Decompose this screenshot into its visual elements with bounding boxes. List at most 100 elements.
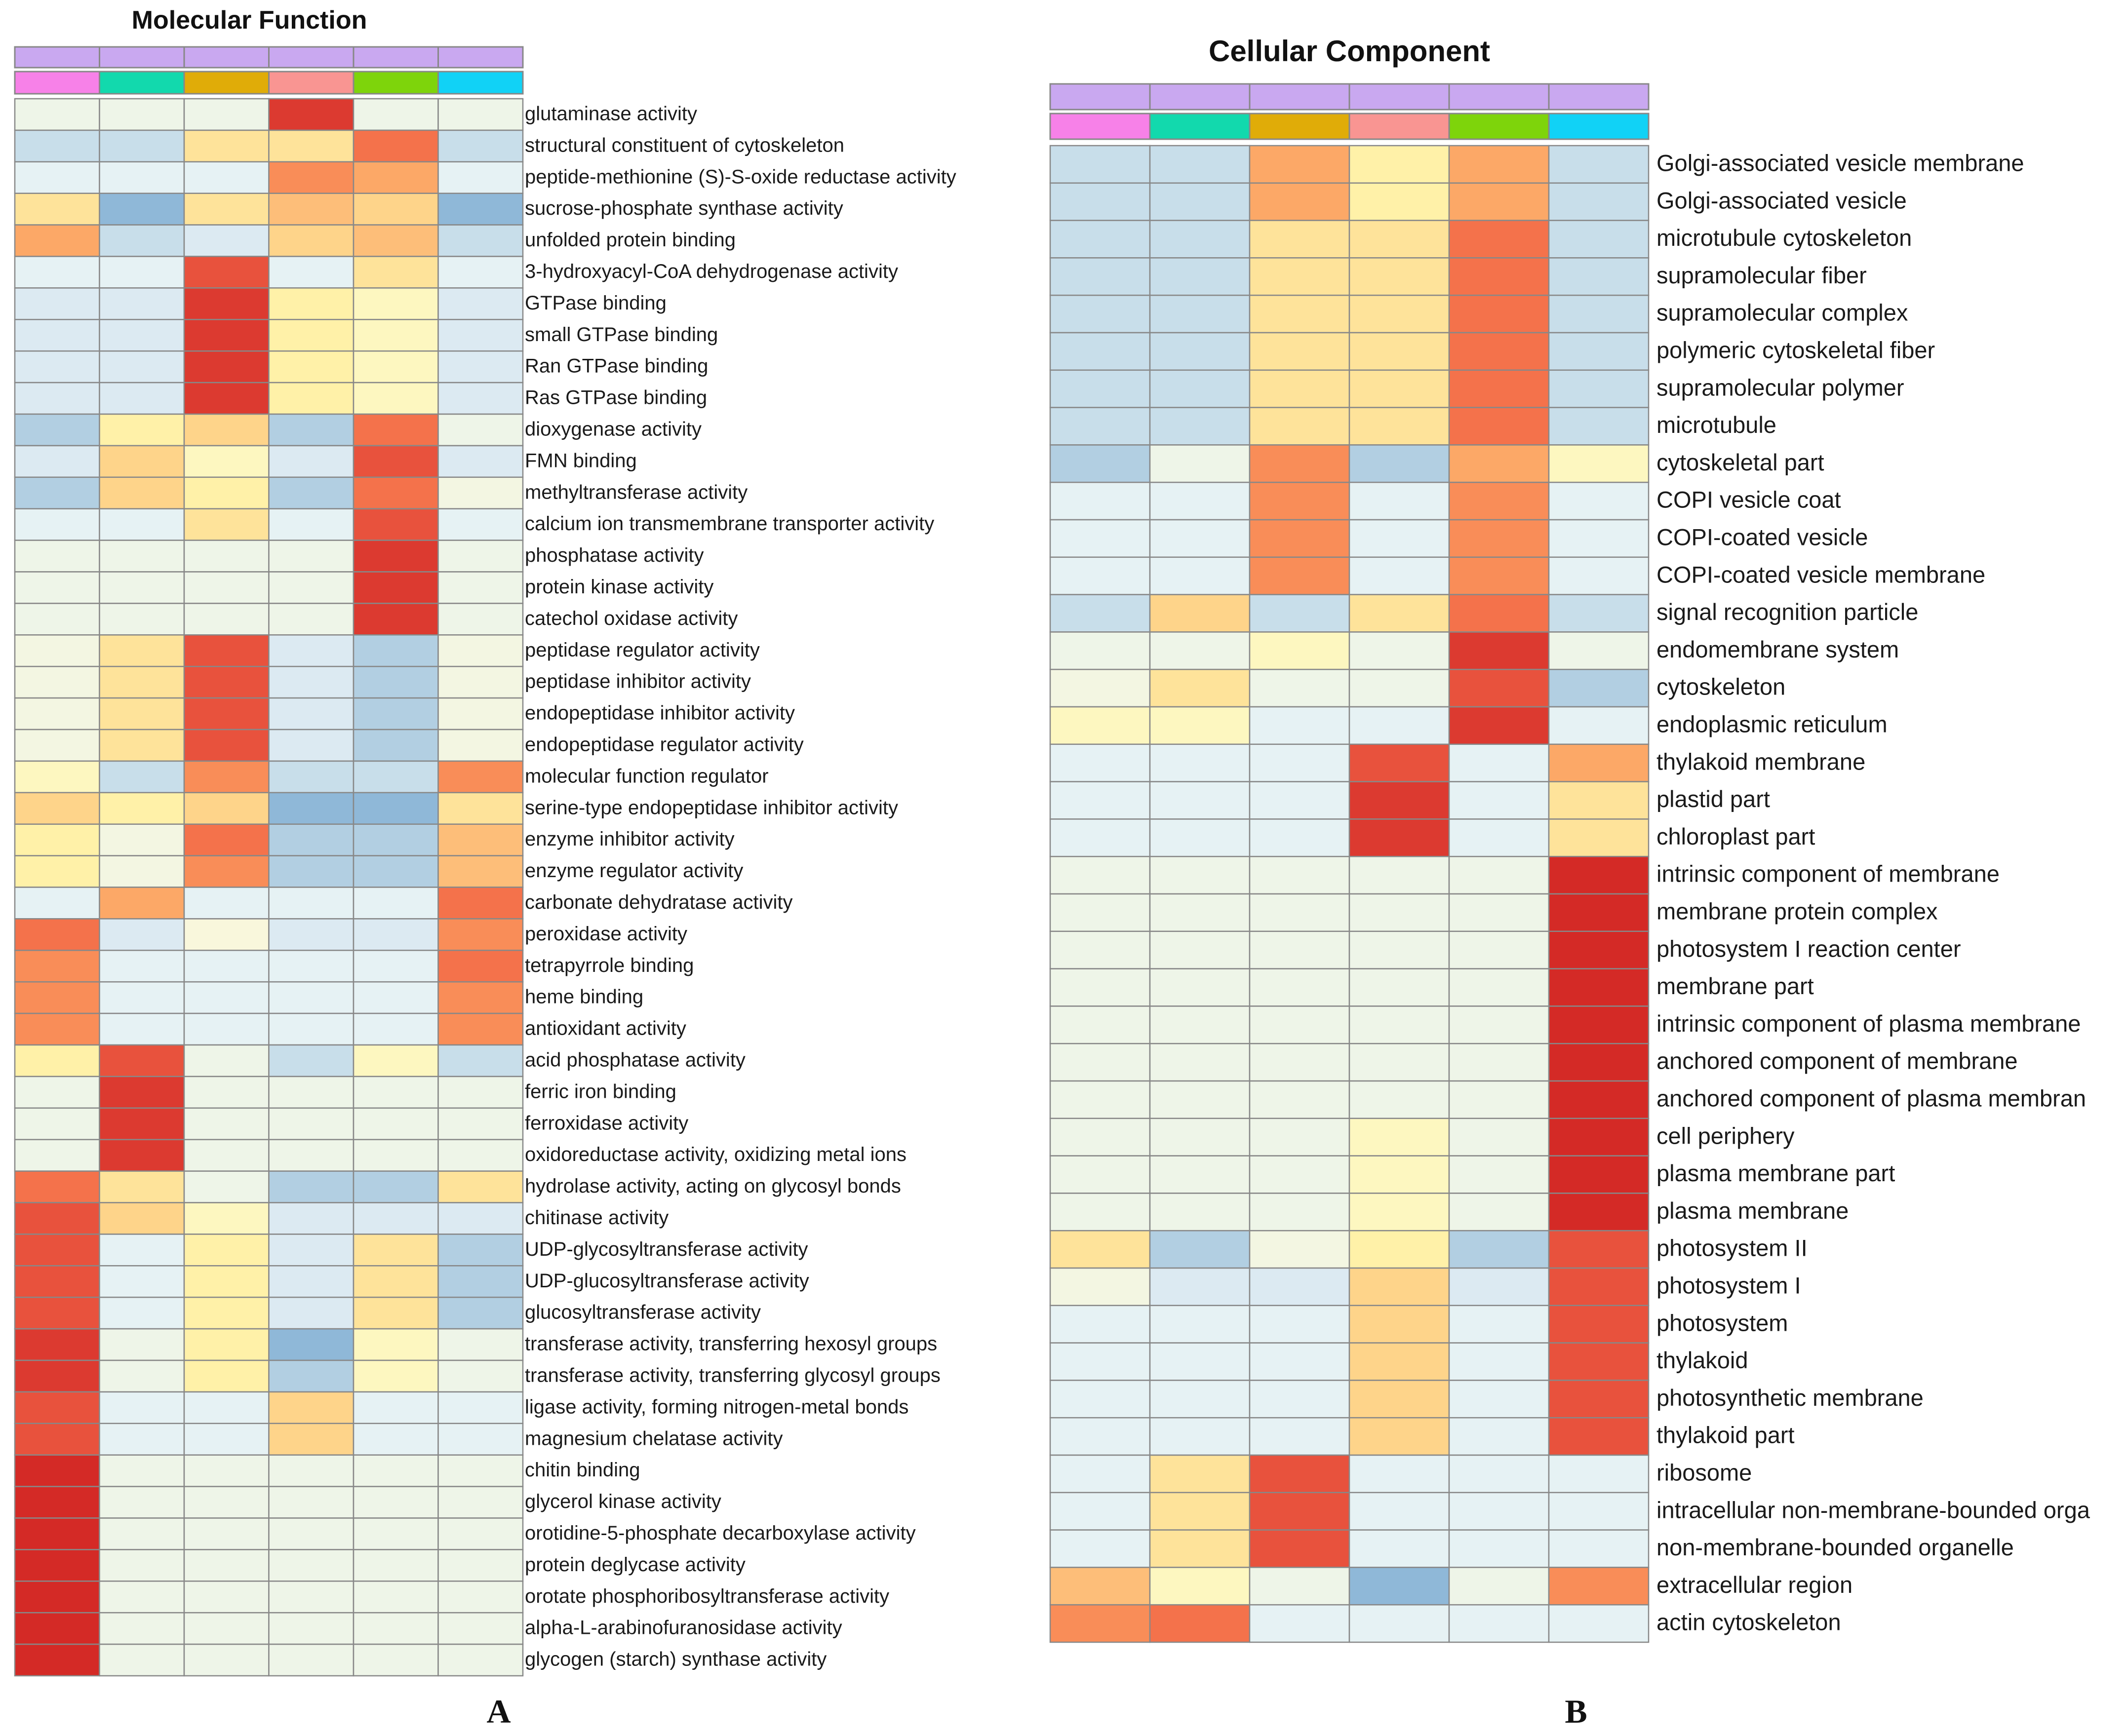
- heatmap-cell: [1348, 930, 1450, 969]
- row-label: chitin binding: [525, 1459, 640, 1481]
- heatmap-cell: [437, 1549, 524, 1582]
- heatmap-cell: [183, 1044, 270, 1078]
- row-label: carbonate dehydratase activity: [525, 891, 793, 913]
- heatmap-cell: [1448, 145, 1550, 184]
- heatmap-cell: [183, 1107, 270, 1140]
- heatmap-cell: [1149, 1417, 1251, 1456]
- heatmap-cell: [1149, 1529, 1251, 1568]
- heatmap-cell: [183, 224, 270, 257]
- group-bar-2: [99, 46, 185, 69]
- heatmap-cell: [99, 760, 185, 794]
- heatmap-cell: [353, 823, 439, 856]
- heatmap-cell: [353, 760, 439, 794]
- row-label: peroxidase activity: [525, 923, 687, 945]
- row-label: cell periphery: [1656, 1122, 1795, 1149]
- heatmap-cell: [99, 1234, 185, 1267]
- heatmap-cell: [1448, 257, 1550, 296]
- heatmap-cell: [183, 445, 270, 478]
- heatmap-cell: [268, 1643, 355, 1677]
- heatmap-cell: [14, 1139, 100, 1172]
- heatmap-cell: [1348, 1080, 1450, 1119]
- heatmap-cell: [99, 224, 185, 257]
- heatmap-cell: [1448, 1080, 1550, 1119]
- heatmap-cell: [353, 1643, 439, 1677]
- row-label: polymeric cytoskeletal fiber: [1656, 337, 1935, 363]
- heatmap-cell: [1448, 332, 1550, 371]
- panel-b-cellular-component: Cellular Component Golgi-associated vesi…: [1049, 35, 2090, 1730]
- heatmap-cell: [353, 445, 439, 478]
- row-label: 3-hydroxyacyl-CoA dehydrogenase activity: [525, 261, 898, 282]
- heatmap-cell: [353, 287, 439, 320]
- heatmap-cell: [437, 193, 524, 226]
- heatmap-cell: [1049, 182, 1151, 221]
- heatmap-cell: [353, 413, 439, 447]
- heatmap-cell: [99, 1107, 185, 1140]
- heatmap-cell: [1249, 743, 1350, 782]
- row-label: peptide-methionine (S)-S-oxide reductase…: [525, 166, 956, 188]
- heatmap-cell: [1548, 1267, 1650, 1307]
- heatmap-cell: [1448, 631, 1550, 670]
- heatmap-cell: [183, 476, 270, 509]
- heatmap-cell: [99, 603, 185, 636]
- heatmap-cell: [1149, 1155, 1251, 1194]
- heatmap-cell: [268, 1296, 355, 1330]
- row-label: dioxygenase activity: [525, 418, 702, 440]
- heatmap-cell: [1149, 1005, 1251, 1044]
- heatmap-cell: [437, 1012, 524, 1046]
- panel-b-heatmap-cells: [1049, 145, 1650, 1643]
- row-label: photosystem II: [1656, 1235, 1808, 1261]
- heatmap-cell: [183, 792, 270, 825]
- heatmap-cell: [14, 382, 100, 415]
- heatmap-cell: [1149, 220, 1251, 259]
- heatmap-cell: [1049, 968, 1151, 1007]
- heatmap-cell: [99, 476, 185, 509]
- row-label: COPI vesicle coat: [1656, 487, 1841, 513]
- heatmap-cell: [1249, 556, 1350, 595]
- heatmap-cell: [1448, 481, 1550, 521]
- heatmap-cell: [437, 887, 524, 920]
- heatmap-cell: [99, 1202, 185, 1235]
- sample-bar-5: [1448, 113, 1550, 140]
- row-label: thylakoid: [1656, 1347, 1748, 1373]
- heatmap-cell: [14, 571, 100, 604]
- heatmap-cell: [1249, 257, 1350, 296]
- heatmap-cell: [437, 697, 524, 731]
- heatmap-cell: [1149, 1342, 1251, 1381]
- heatmap-cell: [99, 1486, 185, 1519]
- heatmap-cell: [353, 950, 439, 983]
- heatmap-cell: [183, 1423, 270, 1456]
- heatmap-cell: [183, 1139, 270, 1172]
- row-label: oxidoreductase activity, oxidizing metal…: [525, 1144, 906, 1165]
- sample-bar-2: [99, 71, 185, 95]
- heatmap-cell: [14, 1517, 100, 1550]
- heatmap-cell: [1548, 1380, 1650, 1419]
- heatmap-cell: [1249, 818, 1350, 857]
- heatmap-cell: [353, 382, 439, 415]
- heatmap-cell: [268, 445, 355, 478]
- row-label: photosynthetic membrane: [1656, 1385, 1924, 1411]
- heatmap-cell: [268, 413, 355, 447]
- heatmap-cell: [1548, 407, 1650, 446]
- heatmap-cell: [1049, 145, 1151, 184]
- heatmap-cell: [183, 129, 270, 163]
- heatmap-cell: [1149, 1567, 1251, 1606]
- panel-b-row-labels: Golgi-associated vesicle membrane Golgi-a…: [1656, 150, 2090, 1635]
- heatmap-cell: [1249, 369, 1350, 408]
- heatmap-cell: [437, 729, 524, 762]
- heatmap-cell: [14, 792, 100, 825]
- sample-bar-3: [183, 71, 270, 95]
- heatmap-cell: [353, 508, 439, 541]
- heatmap-cell: [1348, 1118, 1450, 1157]
- heatmap-cell: [268, 1391, 355, 1425]
- heatmap-cell: [99, 1328, 185, 1361]
- heatmap-cell: [1249, 930, 1350, 969]
- heatmap-cell: [14, 823, 100, 856]
- heatmap-cell: [1348, 1454, 1450, 1494]
- row-label: ferroxidase activity: [525, 1112, 688, 1134]
- heatmap-cell: [1049, 556, 1151, 595]
- heatmap-cell: [268, 1234, 355, 1267]
- heatmap-cell: [353, 1012, 439, 1046]
- heatmap-cell: [1249, 519, 1350, 558]
- heatmap-cell: [437, 1139, 524, 1172]
- heatmap-cell: [1149, 706, 1251, 745]
